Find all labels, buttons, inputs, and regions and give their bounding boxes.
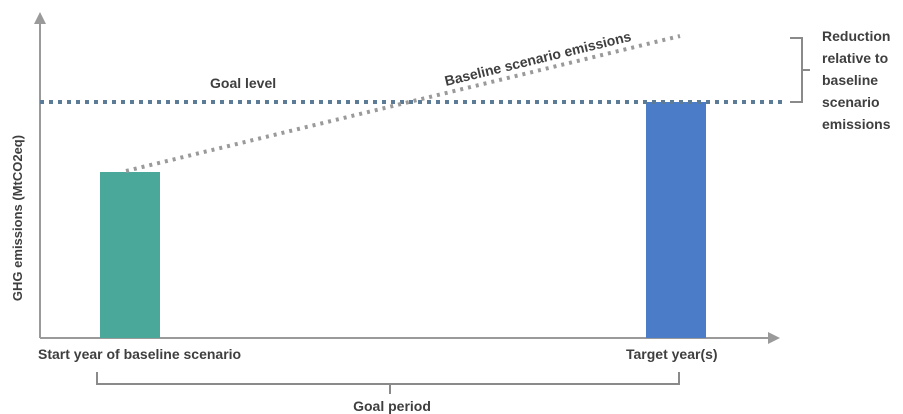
baseline-emissions-label: Baseline scenario emissions [443,28,633,89]
reduction-label-line-3: baseline [822,72,878,88]
y-axis-label: GHG emissions (MtCO2eq) [10,135,25,301]
start-year-label: Start year of baseline scenario [38,346,241,362]
reduction-label-line-5: emissions [822,116,891,132]
reduction-label-line-4: scenario [822,94,880,110]
goal-period-label: Goal period [353,398,431,414]
y-axis-arrow [34,12,46,24]
reduction-label: Reduction relative to baseline scenario … [822,28,894,132]
reduction-label-line-1: Reduction [822,28,890,44]
x-axis-arrow [768,332,780,344]
reduction-label-line-2: relative to [822,50,888,66]
target-year-bar [646,102,706,338]
target-year-label: Target year(s) [626,346,718,362]
reduction-bracket [790,37,810,103]
goal-level-label: Goal level [210,75,276,91]
goal-period-bracket [96,372,680,394]
start-year-bar [100,172,160,338]
